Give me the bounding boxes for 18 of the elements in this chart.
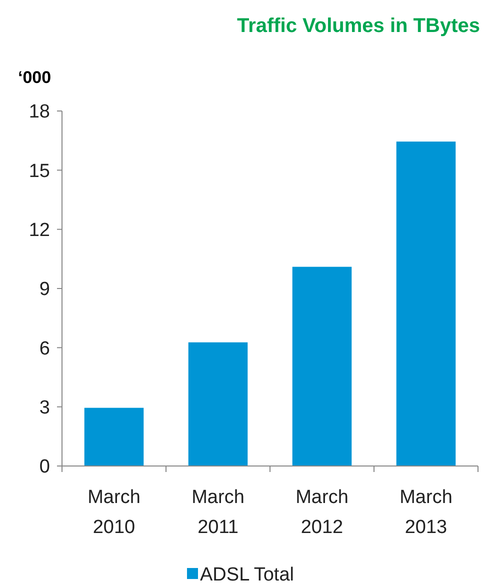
- y-tick-label: 3: [39, 397, 50, 418]
- bar: [292, 266, 352, 466]
- legend-label: ADSL Total: [200, 564, 294, 586]
- y-tick-label: 9: [39, 279, 50, 300]
- x-tick-label: March 2011: [192, 487, 244, 538]
- y-axis-title: ‘000: [18, 68, 52, 87]
- bar: [188, 342, 248, 466]
- y-tick-label: 6: [39, 338, 50, 360]
- x-tick-label: March 2013: [400, 487, 452, 538]
- bar: [84, 408, 144, 466]
- y-tick-label: 15: [28, 160, 50, 182]
- y-tick-label: 12: [28, 220, 50, 241]
- y-tick-label: 18: [28, 102, 50, 123]
- bar: [396, 142, 456, 466]
- x-tick-label: March 2010: [88, 487, 140, 538]
- chart-title: Traffic Volumes in TBytes: [236, 15, 480, 37]
- x-tick-label: March 2012: [296, 487, 348, 538]
- y-tick-label: 0: [39, 456, 50, 478]
